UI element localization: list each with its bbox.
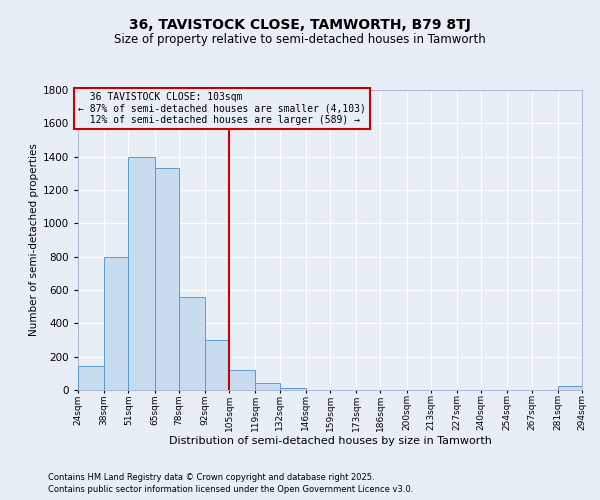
Bar bbox=[205, 340, 229, 390]
Bar bbox=[558, 386, 582, 390]
X-axis label: Distribution of semi-detached houses by size in Tamworth: Distribution of semi-detached houses by … bbox=[169, 436, 491, 446]
Bar bbox=[256, 384, 280, 390]
Bar bbox=[179, 296, 205, 390]
Bar bbox=[104, 256, 128, 390]
Bar bbox=[229, 370, 256, 390]
Text: Size of property relative to semi-detached houses in Tamworth: Size of property relative to semi-detach… bbox=[114, 32, 486, 46]
Bar bbox=[280, 388, 306, 390]
Bar bbox=[155, 168, 179, 390]
Text: Contains HM Land Registry data © Crown copyright and database right 2025.: Contains HM Land Registry data © Crown c… bbox=[48, 472, 374, 482]
Bar bbox=[128, 156, 155, 390]
Y-axis label: Number of semi-detached properties: Number of semi-detached properties bbox=[29, 144, 38, 336]
Text: 36, TAVISTOCK CLOSE, TAMWORTH, B79 8TJ: 36, TAVISTOCK CLOSE, TAMWORTH, B79 8TJ bbox=[129, 18, 471, 32]
Text: Contains public sector information licensed under the Open Government Licence v3: Contains public sector information licen… bbox=[48, 485, 413, 494]
Bar bbox=[78, 366, 104, 390]
Text: 36 TAVISTOCK CLOSE: 103sqm
← 87% of semi-detached houses are smaller (4,103)
  1: 36 TAVISTOCK CLOSE: 103sqm ← 87% of semi… bbox=[78, 92, 366, 125]
